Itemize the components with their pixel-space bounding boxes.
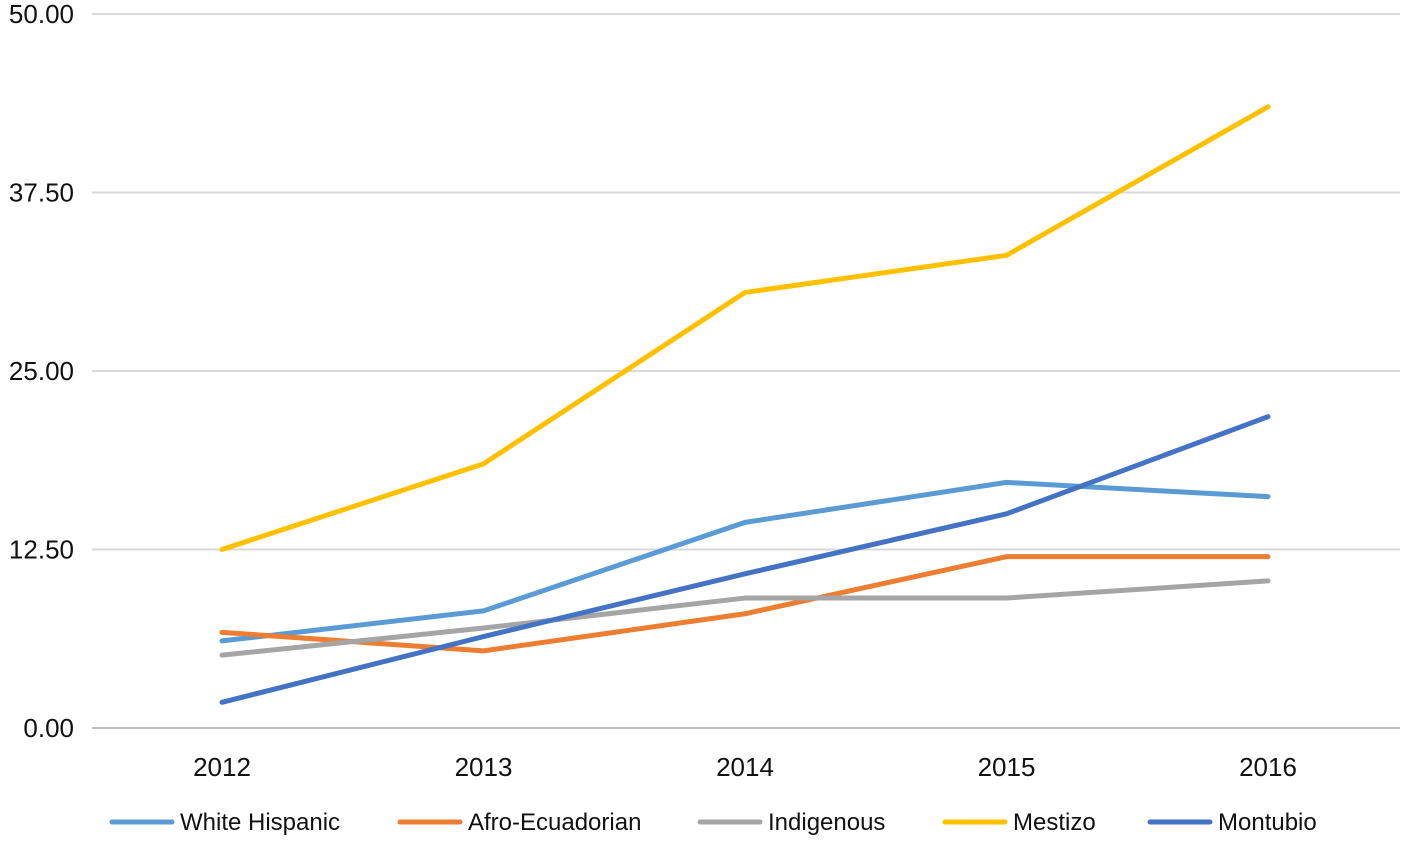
y-axis-ticks: 0.00 12.50 25.00 37.50 50.00: [9, 0, 74, 743]
series-line-montubio: [219, 414, 1271, 705]
x-axis-ticks: 2012 2013 2014 2015 2016: [193, 752, 1297, 782]
x-tick-label: 2012: [193, 752, 251, 782]
series-line-mestizo: [219, 104, 1271, 552]
x-tick-label: 2015: [978, 752, 1036, 782]
series-line-white-hispanic: [219, 479, 1271, 644]
series-line-afro-ecuadorian: [219, 554, 1271, 654]
y-tick-label: 50.00: [9, 0, 74, 29]
x-tick-label: 2014: [716, 752, 774, 782]
series-line-indigenous: [219, 578, 1271, 658]
x-tick-label: 2013: [455, 752, 513, 782]
series-lines: [219, 104, 1271, 705]
legend-label: White Hispanic: [180, 809, 340, 836]
y-tick-label: 12.50: [9, 535, 74, 565]
y-tick-label: 25.00: [9, 356, 74, 386]
legend-label: Indigenous: [768, 809, 885, 836]
legend: White Hispanic Afro-Ecuadorian Indigenous M…: [109, 809, 1317, 836]
y-tick-label: 37.50: [9, 178, 74, 208]
y-tick-label: 0.00: [23, 713, 74, 743]
legend-label: Afro-Ecuadorian: [468, 809, 641, 836]
gridlines: [92, 13, 1400, 729]
x-tick-label: 2016: [1239, 752, 1297, 782]
legend-label: Mestizo: [1013, 809, 1096, 836]
legend-label: Montubio: [1218, 809, 1317, 836]
